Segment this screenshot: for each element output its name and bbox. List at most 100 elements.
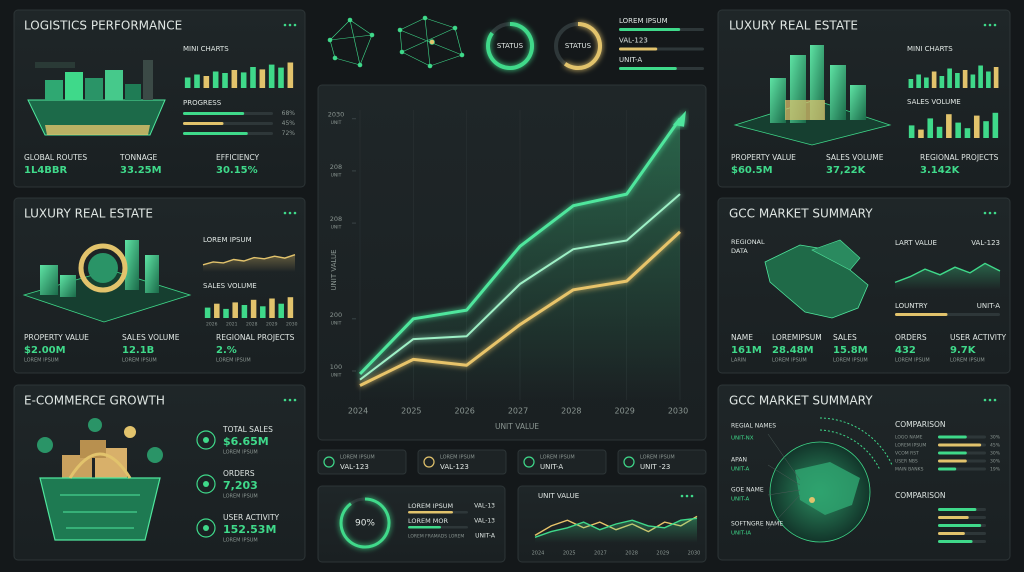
mini-bar <box>970 74 976 88</box>
mini-bar <box>993 67 999 88</box>
progress-label: 68% <box>282 110 296 117</box>
progress-label: 72% <box>282 130 296 137</box>
towers-illustration <box>733 45 892 146</box>
panel-title: LUXURY REAL ESTATE <box>24 207 153 221</box>
label: SALES VOLUME <box>907 98 961 106</box>
mini-bar <box>955 73 960 88</box>
stat-label: REGIONAL PROJECTS <box>920 153 999 162</box>
mini-bar <box>184 77 191 88</box>
globe <box>769 417 893 543</box>
legend-label: UNIT-A <box>619 56 642 64</box>
stat-note: LOREM IPSUM <box>216 358 251 364</box>
row-value: 30% <box>990 435 1001 441</box>
menu-dots <box>293 23 297 27</box>
stat-label: USER ACTIVITY <box>223 513 280 522</box>
mini-bar <box>983 121 989 138</box>
mini-bar <box>916 74 921 88</box>
mini-bar <box>287 297 294 318</box>
bar-fill <box>938 524 982 527</box>
stat-value: 432 <box>895 345 916 356</box>
y-tick-unit: UNIT <box>331 373 342 379</box>
row-value: 19% <box>990 467 1001 473</box>
label: LOUNTRY <box>895 302 928 310</box>
y-tick-label: 208 <box>330 163 342 171</box>
mini-bar <box>250 299 257 318</box>
x-tick-label: 2028 <box>561 407 581 416</box>
stat-label: REGIONAL PROJECTS <box>216 333 295 342</box>
leader-line <box>767 464 801 486</box>
label: COMPARISON <box>895 420 945 429</box>
x-tick-label: 2030 <box>668 407 688 416</box>
stat-label: ORDERS <box>895 333 927 342</box>
pill-value: VAL-123 <box>440 463 469 471</box>
x-tick-label: 2030 <box>688 551 701 557</box>
bar-fill <box>938 532 965 535</box>
network-graphic <box>327 15 465 69</box>
stat-icon-dot <box>203 525 209 531</box>
mini-bar <box>964 128 971 138</box>
label: MINI CHARTS <box>907 45 953 53</box>
stat-value: 3.142K <box>920 165 961 176</box>
stat-icon <box>196 474 216 494</box>
leader-line <box>767 489 801 496</box>
label: MINI CHARTS <box>183 45 229 53</box>
stat-note: LOREM IPSUM <box>950 358 985 364</box>
menu-dots <box>988 398 992 402</box>
ring-arc <box>563 22 603 70</box>
stat-label: SALES VOLUME <box>826 153 884 162</box>
leader-line <box>767 494 801 530</box>
stat-value: 9.7K <box>950 345 977 356</box>
map-label: DATA <box>731 247 748 255</box>
mini-bar <box>194 74 200 88</box>
stat-note: LOREM IPSUM <box>223 450 258 456</box>
series-line <box>359 193 681 381</box>
y-tick-label: 208 <box>330 215 342 223</box>
stat-label: LOREMIPSUM <box>772 333 822 342</box>
y-tick-label: 2030 <box>328 111 345 119</box>
bar-label: 2026 <box>206 322 218 328</box>
mini-bar <box>946 114 952 138</box>
stat-value: 28.48M <box>772 345 814 356</box>
bar-fill <box>619 47 658 51</box>
stat-value: $2.00M <box>24 345 66 356</box>
menu-dots <box>993 211 997 215</box>
menu-dots <box>983 398 987 402</box>
bar-fill <box>895 313 948 316</box>
label: SALES VOLUME <box>203 282 257 290</box>
mini-bar <box>223 308 229 318</box>
bar-label: 2029 <box>266 322 278 328</box>
stat-label: SALES VOLUME <box>122 333 180 342</box>
mini-bar <box>927 118 934 138</box>
stat-note: LOREM IPSUM <box>24 358 59 364</box>
menu-dots <box>988 211 992 215</box>
panel-title: E-COMMERCE GROWTH <box>24 394 165 408</box>
menu-dots <box>993 23 997 27</box>
region-unit: UNIT-A <box>731 497 749 503</box>
stat-value: 33.25M <box>120 165 162 176</box>
y-tick-unit: UNIT <box>331 225 342 231</box>
stat-value: 12.1B <box>122 345 154 356</box>
row-value: VAL-13 <box>474 503 495 510</box>
stat-label: GLOBAL ROUTES <box>24 153 87 162</box>
menu-dots <box>993 398 997 402</box>
bar-fill <box>938 508 977 511</box>
mini-bar <box>947 68 952 88</box>
menu-dots <box>293 398 297 402</box>
x-tick-label: 2028 <box>625 551 638 557</box>
mini-bar <box>992 112 999 138</box>
stat-note: LOREM IPSUM <box>122 358 157 364</box>
menu-dots <box>288 398 292 402</box>
bar-label: 2030 <box>286 322 298 328</box>
y-tick-unit: UNIT <box>331 172 342 178</box>
x-tick-label: 2029 <box>614 407 634 416</box>
stat-label: PROPERTY VALUE <box>731 153 796 162</box>
stat-value: $60.5M <box>731 165 773 176</box>
stat-note: LOREM IPSUM <box>772 358 807 364</box>
pill-label: LOREM IPSUM <box>540 455 575 461</box>
menu-dots <box>685 494 689 498</box>
pill-icon <box>623 456 635 468</box>
pill-icon <box>423 456 435 468</box>
stat-note: LOREM IPSUM <box>223 494 258 500</box>
x-tick-label: 2025 <box>401 407 421 416</box>
progress-label: 45% <box>282 120 296 127</box>
